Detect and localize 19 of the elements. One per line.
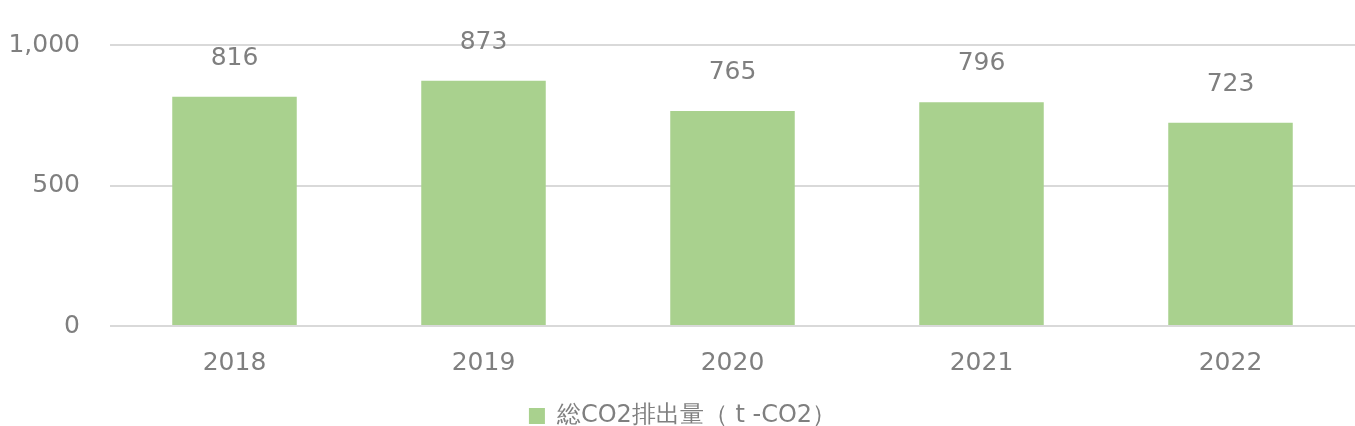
data-label: 796	[957, 47, 1006, 77]
bar	[421, 80, 546, 325]
x-tick-label: 2021	[949, 346, 1014, 376]
y-tick-label: 500	[32, 169, 80, 198]
bar	[172, 96, 297, 325]
y-tick-label: 1,000	[8, 28, 80, 58]
data-label: 873	[459, 25, 508, 55]
x-tick-label: 2020	[700, 346, 765, 376]
legend-label: 総CO2排出量（ t -CO2）	[555, 400, 837, 426]
bar	[919, 102, 1044, 325]
data-label: 723	[1206, 67, 1255, 97]
x-tick-label: 2022	[1198, 346, 1263, 376]
bar	[670, 111, 795, 325]
x-tick-label: 2019	[451, 346, 516, 376]
data-label: 816	[210, 41, 259, 71]
x-tick-label: 2018	[202, 346, 267, 376]
bar	[1168, 122, 1293, 325]
y-tick-label: 0	[64, 309, 80, 339]
data-label: 765	[708, 56, 757, 86]
